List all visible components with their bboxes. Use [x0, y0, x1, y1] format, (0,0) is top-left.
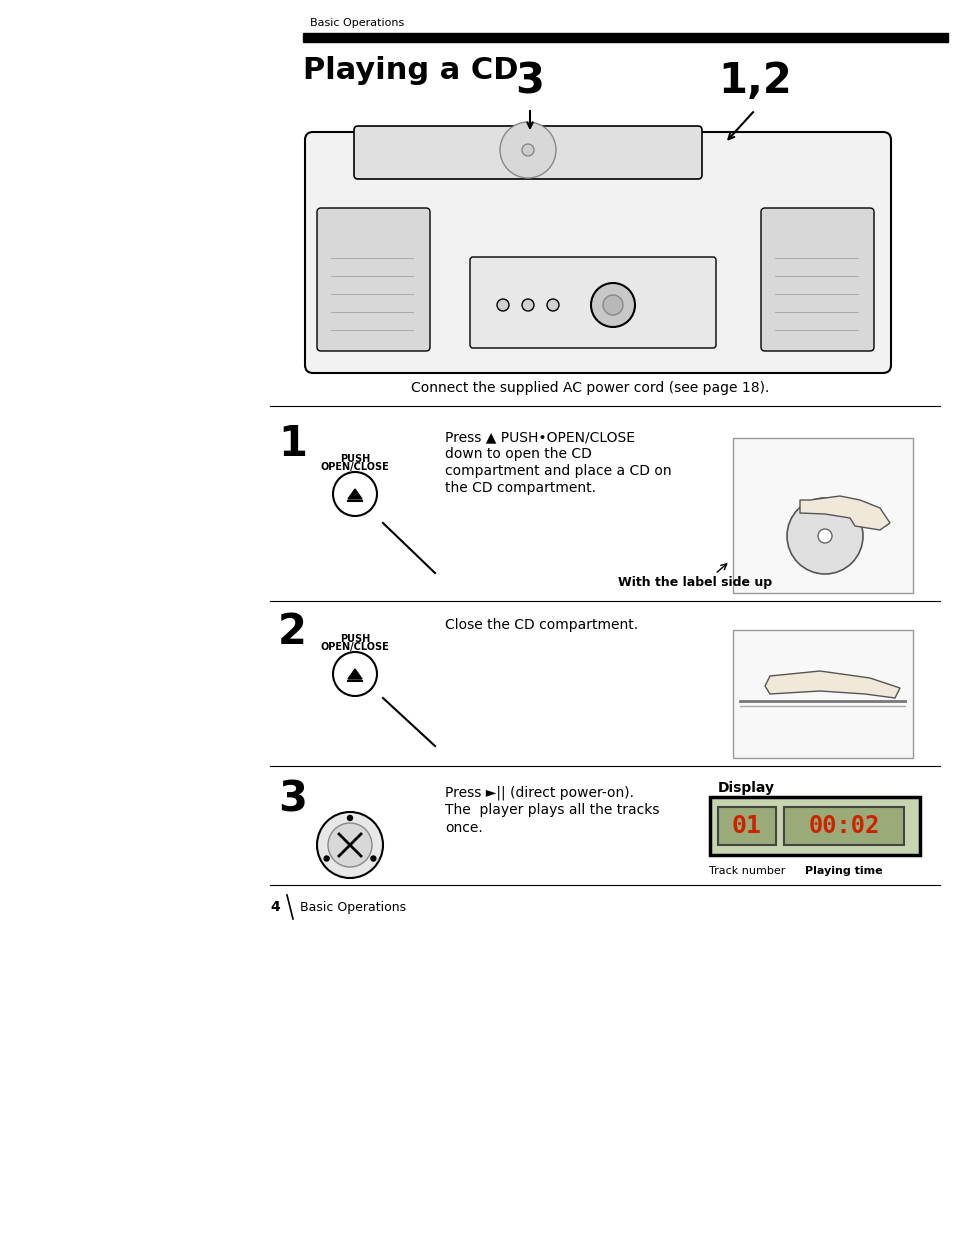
Text: the CD compartment.: the CD compartment.: [444, 481, 596, 494]
Circle shape: [786, 498, 862, 575]
Circle shape: [602, 295, 622, 314]
Text: Display: Display: [718, 780, 774, 795]
Circle shape: [333, 472, 376, 515]
Circle shape: [521, 298, 534, 311]
Text: OPEN/CLOSE: OPEN/CLOSE: [320, 642, 389, 652]
Circle shape: [497, 298, 509, 311]
Text: With the label side up: With the label side up: [618, 576, 771, 589]
Text: PUSH: PUSH: [339, 634, 370, 644]
Circle shape: [546, 298, 558, 311]
Bar: [718, 808, 775, 845]
Text: 4: 4: [270, 900, 279, 914]
Circle shape: [347, 815, 352, 820]
Polygon shape: [348, 670, 361, 679]
FancyBboxPatch shape: [354, 126, 701, 179]
Text: PUSH: PUSH: [339, 454, 370, 464]
Circle shape: [328, 822, 372, 867]
FancyBboxPatch shape: [760, 208, 873, 351]
Text: Playing time: Playing time: [804, 866, 882, 875]
Text: Connect the supplied AC power cord (see page 18).: Connect the supplied AC power cord (see …: [411, 381, 768, 395]
Bar: [709, 797, 919, 854]
FancyBboxPatch shape: [470, 256, 716, 348]
FancyBboxPatch shape: [732, 630, 912, 758]
Text: OPEN/CLOSE: OPEN/CLOSE: [320, 462, 389, 472]
Text: Basic Operations: Basic Operations: [299, 900, 406, 914]
FancyBboxPatch shape: [316, 208, 430, 351]
Circle shape: [817, 529, 831, 543]
Text: Press ▲ PUSH•OPEN/CLOSE: Press ▲ PUSH•OPEN/CLOSE: [444, 430, 635, 444]
Text: The  player plays all the tracks: The player plays all the tracks: [444, 803, 659, 817]
FancyBboxPatch shape: [305, 132, 890, 374]
Text: 3: 3: [515, 60, 544, 102]
Text: once.: once.: [444, 821, 482, 835]
FancyBboxPatch shape: [732, 438, 912, 593]
Text: Press ►|| (direct power-on).: Press ►|| (direct power-on).: [444, 785, 634, 799]
Circle shape: [499, 122, 556, 178]
Text: 1: 1: [277, 423, 307, 465]
Circle shape: [521, 144, 534, 157]
Polygon shape: [800, 496, 889, 530]
Text: 00:02: 00:02: [807, 814, 879, 838]
Text: Basic Operations: Basic Operations: [310, 18, 404, 28]
Circle shape: [371, 856, 375, 861]
Circle shape: [590, 284, 635, 327]
Circle shape: [324, 856, 329, 861]
Bar: [783, 808, 903, 845]
Polygon shape: [348, 490, 361, 499]
Text: 2: 2: [277, 612, 307, 653]
Text: Close the CD compartment.: Close the CD compartment.: [444, 618, 638, 633]
Circle shape: [333, 652, 376, 695]
Text: 3: 3: [277, 778, 307, 820]
Text: 01: 01: [731, 814, 761, 838]
Text: down to open the CD: down to open the CD: [444, 448, 591, 461]
Circle shape: [316, 813, 382, 878]
Text: 1,2: 1,2: [718, 60, 791, 102]
Text: Playing a CD: Playing a CD: [303, 55, 518, 85]
Text: Track number: Track number: [708, 866, 784, 875]
Bar: [303, 33, 947, 42]
Polygon shape: [764, 671, 899, 698]
Text: compartment and place a CD on: compartment and place a CD on: [444, 464, 671, 478]
